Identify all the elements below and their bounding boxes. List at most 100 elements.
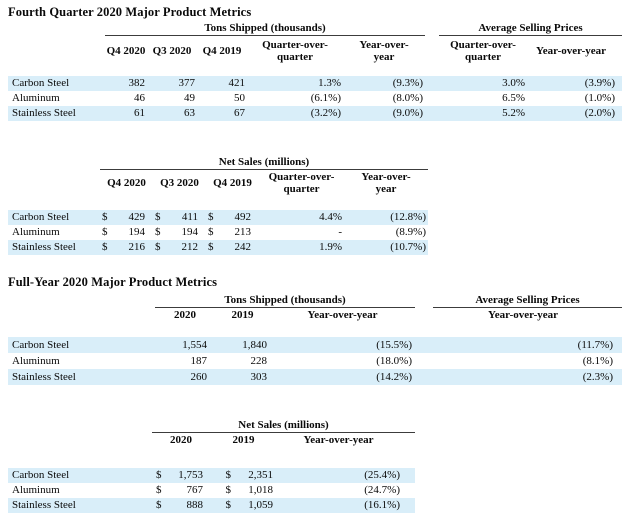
full-year-section-title: Full-Year 2020 Major Product Metrics	[8, 275, 218, 289]
metric-value: (3.9%)	[527, 75, 622, 91]
metric-value: 2,351	[232, 468, 277, 483]
metric-value: 63	[147, 105, 197, 121]
table-row: Stainless Steel $ 888 $ 1,059 (16.1%)	[8, 498, 415, 513]
col-header-2020: 2020	[174, 308, 196, 321]
currency-symbol: $	[152, 468, 166, 483]
metric-value: 194	[128, 226, 146, 238]
col-header-qoq: Quarter-over-quarter	[262, 38, 328, 63]
metric-value: 228	[250, 355, 268, 367]
metric-value: 1.3%	[247, 75, 343, 91]
metric-value: (1.0%)	[584, 91, 615, 104]
table-row: Aluminum 46 49 50 (6.1%) (8.0%) 6.5% (1.…	[8, 91, 622, 106]
metric-value: 421	[197, 75, 247, 91]
group-gap	[415, 353, 433, 369]
metric-value: 1,059	[232, 498, 277, 513]
metric-value: 382	[105, 75, 147, 91]
metric-value: 216	[112, 240, 153, 255]
metric-value: (3.2%)	[247, 105, 343, 121]
metric-value: (12.8%)	[344, 210, 428, 225]
metric-value: (14.2%)	[270, 369, 415, 385]
product-label: Carbon Steel	[8, 75, 105, 91]
corner-spacer	[8, 293, 155, 307]
product-label: Aluminum	[12, 91, 60, 104]
tons-shipped-group-header: Tons Shipped (thousands)	[105, 22, 425, 36]
currency-symbol: $	[206, 210, 218, 225]
metric-value: 429	[112, 210, 153, 225]
group-gap	[415, 307, 433, 322]
currency-symbol: $	[210, 468, 232, 483]
col-header-q4-2020: Q4 2020	[107, 177, 146, 190]
table-row: Carbon Steel 1,554 1,840 (15.5%) (11.7%)	[8, 337, 622, 353]
metric-value: 260	[155, 369, 215, 385]
currency-symbol: $	[100, 240, 112, 255]
currency-symbol: $	[225, 484, 232, 496]
q4-tons-asp-table: Tons Shipped (thousands) Average Selling…	[8, 22, 622, 121]
currency-symbol: $	[206, 240, 218, 255]
group-gap	[425, 91, 439, 106]
corner-spacer	[8, 418, 152, 432]
col-header-yoy: Year-over-year	[303, 433, 374, 446]
table-row: Stainless Steel 61 63 67 (3.2%) (9.0%) 5…	[8, 105, 622, 121]
corner-spacer	[8, 307, 155, 322]
metric-value: 194	[181, 226, 199, 238]
metric-value: (15.5%)	[270, 337, 415, 353]
table-row: Carbon Steel $ 429 $ 411 $ 492 4.4% (12.…	[8, 210, 428, 225]
metric-value: 1,018	[248, 484, 273, 496]
metric-value: 1,554	[155, 337, 215, 353]
currency-symbol: $	[156, 484, 162, 496]
col-header-q4-2020: Q4 2020	[106, 44, 146, 57]
currency-symbol: $	[155, 226, 161, 238]
metric-value: 67	[197, 105, 247, 121]
metric-value: 767	[186, 484, 204, 496]
corner-spacer	[8, 36, 105, 66]
metric-value: (10.7%)	[344, 240, 428, 255]
product-label: Stainless Steel	[8, 498, 152, 513]
product-label: Carbon Steel	[8, 468, 152, 483]
col-header-q4-2019: Q4 2019	[213, 177, 252, 190]
currency-symbol: $	[153, 240, 165, 255]
metric-value: 6.5%	[502, 91, 525, 104]
metric-value: (18.0%)	[376, 355, 412, 367]
col-header-yoy: Year-over-year	[359, 38, 409, 63]
group-gap	[425, 36, 439, 66]
metric-value: (9.3%)	[343, 75, 425, 91]
metric-value: 49	[184, 91, 195, 104]
col-header-q3-2020: Q3 2020	[160, 177, 199, 190]
fy-tons-asp-table: Tons Shipped (thousands) Average Selling…	[8, 293, 622, 385]
metric-value: 212	[165, 240, 206, 255]
net-sales-group-header: Net Sales (millions)	[100, 154, 428, 170]
table-row: Aluminum $ 767 $ 1,018 (24.7%)	[8, 483, 415, 498]
product-label: Aluminum	[12, 484, 60, 496]
metric-value: 303	[215, 369, 270, 385]
corner-spacer	[8, 432, 152, 447]
metric-value: (2.0%)	[527, 105, 622, 121]
currency-symbol: $	[102, 226, 108, 238]
metric-value: 492	[218, 210, 259, 225]
corner-spacer	[8, 169, 100, 197]
spacer	[8, 66, 622, 76]
table-row: Carbon Steel $ 1,753 $ 2,351 (25.4%)	[8, 468, 415, 483]
metric-value: (8.9%)	[395, 226, 426, 238]
metric-value: -	[338, 226, 342, 238]
table-row: Aluminum $ 194 $ 194 $ 213 - (8.9%)	[8, 225, 428, 240]
q4-section-title: Fourth Quarter 2020 Major Product Metric…	[8, 5, 252, 19]
metric-value: (25.4%)	[277, 468, 415, 483]
metric-value: (2.3%)	[433, 369, 622, 385]
table-row: Stainless Steel 260 303 (14.2%) (2.3%)	[8, 369, 622, 385]
product-label: Stainless Steel	[8, 240, 100, 255]
metric-value: 4.4%	[259, 210, 344, 225]
group-gap	[415, 293, 433, 307]
q4-net-sales-table: Net Sales (millions) Q4 2020 Q3 2020 Q4 …	[8, 154, 428, 255]
metric-value: (6.1%)	[310, 91, 341, 104]
table-row: Stainless Steel $ 216 $ 212 $ 242 1.9% (…	[8, 240, 428, 255]
corner-spacer	[8, 22, 105, 36]
product-label: Stainless Steel	[8, 369, 155, 385]
group-gap	[425, 75, 439, 91]
product-label: Aluminum	[12, 355, 60, 367]
currency-symbol: $	[210, 498, 232, 513]
table-row: Carbon Steel 382 377 421 1.3% (9.3%) 3.0…	[8, 75, 622, 91]
spacer	[8, 197, 428, 210]
spacer	[8, 322, 622, 337]
currency-symbol: $	[100, 210, 112, 225]
metric-value: (11.7%)	[433, 337, 622, 353]
